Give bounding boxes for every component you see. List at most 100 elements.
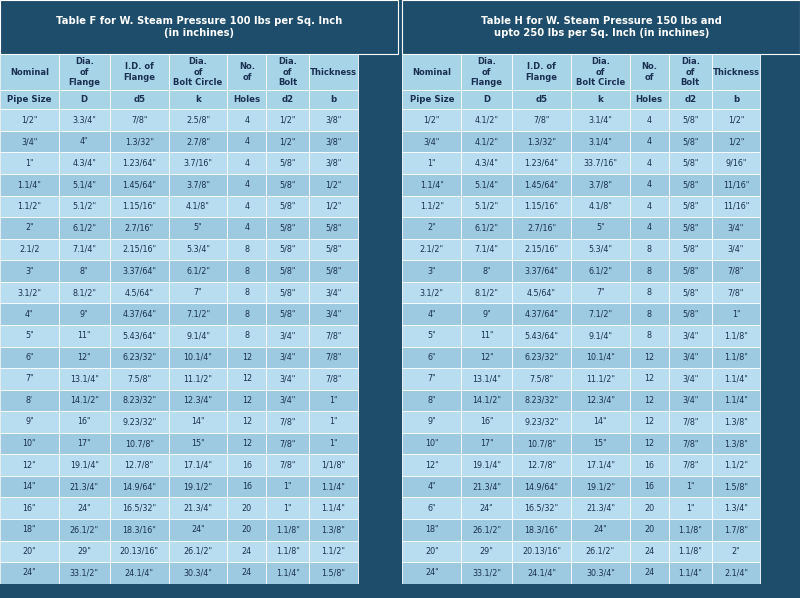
Bar xyxy=(462,196,512,217)
Text: 4.37/64": 4.37/64" xyxy=(525,310,558,319)
Text: 4.1/2": 4.1/2" xyxy=(474,115,498,124)
Text: 1.1/4": 1.1/4" xyxy=(724,374,748,383)
Text: 14": 14" xyxy=(191,417,205,426)
Text: 1/2": 1/2" xyxy=(280,137,296,146)
Bar xyxy=(712,519,760,541)
Bar xyxy=(59,411,110,433)
Bar xyxy=(59,217,110,239)
Bar xyxy=(0,519,59,541)
Bar xyxy=(227,390,266,411)
Bar xyxy=(310,454,358,476)
Bar xyxy=(59,239,110,260)
Text: 7.5/8": 7.5/8" xyxy=(530,374,554,383)
Bar xyxy=(266,54,310,90)
Text: 10.7/8": 10.7/8" xyxy=(527,439,556,448)
Bar xyxy=(227,476,266,498)
Bar xyxy=(512,152,571,174)
Text: 7/8": 7/8" xyxy=(682,439,698,448)
Bar xyxy=(227,90,266,109)
Text: 20.13/16": 20.13/16" xyxy=(120,547,158,556)
Bar xyxy=(110,541,169,562)
Text: 1": 1" xyxy=(25,158,34,167)
Bar xyxy=(227,282,266,303)
Bar xyxy=(571,541,630,562)
Bar xyxy=(630,282,669,303)
Text: 5/8": 5/8" xyxy=(280,158,296,167)
Text: 17": 17" xyxy=(480,439,494,448)
Bar xyxy=(169,368,227,390)
Text: 7/8": 7/8" xyxy=(534,115,550,124)
Text: 4: 4 xyxy=(245,115,250,124)
Bar xyxy=(712,562,760,584)
Bar xyxy=(669,390,712,411)
Text: 3/4": 3/4" xyxy=(728,245,744,254)
Text: 4.5/64": 4.5/64" xyxy=(527,288,556,297)
Bar xyxy=(0,541,59,562)
Text: d5: d5 xyxy=(133,95,145,104)
Text: 5": 5" xyxy=(427,331,436,340)
Text: 29": 29" xyxy=(480,547,494,556)
Bar xyxy=(402,584,800,591)
Bar xyxy=(266,217,310,239)
Bar xyxy=(266,541,310,562)
Text: 2": 2" xyxy=(427,224,436,233)
Bar xyxy=(0,282,59,303)
Text: 16": 16" xyxy=(22,504,36,512)
Text: k: k xyxy=(195,95,201,104)
Bar xyxy=(402,152,462,174)
Text: 13.1/4": 13.1/4" xyxy=(70,374,98,383)
Bar xyxy=(227,454,266,476)
Bar xyxy=(630,174,669,196)
Text: 4: 4 xyxy=(245,224,250,233)
Bar xyxy=(402,196,462,217)
Text: 4.1/8": 4.1/8" xyxy=(186,202,210,211)
Bar xyxy=(512,541,571,562)
Text: 5/8": 5/8" xyxy=(280,288,296,297)
Bar xyxy=(630,454,669,476)
Text: 5.43/64": 5.43/64" xyxy=(525,331,558,340)
Bar xyxy=(402,109,462,131)
Text: 12.3/4": 12.3/4" xyxy=(586,396,615,405)
Bar xyxy=(669,411,712,433)
Text: 5/8": 5/8" xyxy=(682,202,698,211)
Bar xyxy=(512,303,571,325)
Text: 1.1/4": 1.1/4" xyxy=(724,396,748,405)
Bar xyxy=(669,131,712,152)
Bar xyxy=(712,411,760,433)
Text: 8.23/32": 8.23/32" xyxy=(122,396,156,405)
Text: No.
of: No. of xyxy=(239,62,255,82)
Bar xyxy=(310,303,358,325)
Text: Pipe Size: Pipe Size xyxy=(410,95,454,104)
Bar xyxy=(266,303,310,325)
Text: 3/4": 3/4" xyxy=(326,310,342,319)
Bar xyxy=(669,433,712,454)
Bar xyxy=(571,476,630,498)
Bar xyxy=(227,217,266,239)
Bar xyxy=(669,217,712,239)
Text: 9": 9" xyxy=(25,417,34,426)
Bar xyxy=(310,368,358,390)
Bar xyxy=(462,217,512,239)
Bar xyxy=(59,303,110,325)
Text: 4: 4 xyxy=(647,137,652,146)
Bar xyxy=(0,174,59,196)
Bar xyxy=(110,109,169,131)
Text: 12": 12" xyxy=(480,353,494,362)
Text: No.
of: No. of xyxy=(642,62,658,82)
Text: 8: 8 xyxy=(647,267,652,276)
Text: 12.3/4": 12.3/4" xyxy=(183,396,213,405)
Bar xyxy=(59,260,110,282)
Bar xyxy=(59,131,110,152)
Text: 12": 12" xyxy=(78,353,91,362)
Text: 1.1/2": 1.1/2" xyxy=(322,547,346,556)
Bar xyxy=(571,519,630,541)
Bar xyxy=(402,131,462,152)
Text: 8: 8 xyxy=(245,245,250,254)
Text: 5": 5" xyxy=(194,224,202,233)
Bar xyxy=(402,260,462,282)
Text: 3.3/4": 3.3/4" xyxy=(72,115,96,124)
Text: 12: 12 xyxy=(242,417,252,426)
Bar xyxy=(0,54,59,90)
Text: 20.13/16": 20.13/16" xyxy=(522,547,561,556)
Text: 3.1/2": 3.1/2" xyxy=(420,288,444,297)
